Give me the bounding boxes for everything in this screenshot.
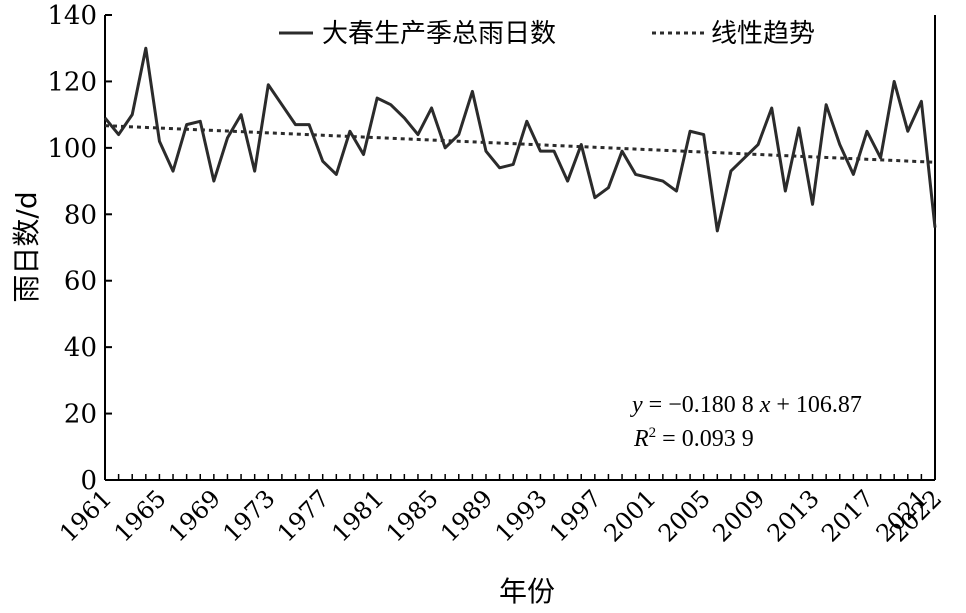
x-tick-label: 1989 bbox=[435, 484, 498, 547]
y-axis-ticks: 0 20 40 60 80 100 120 140 bbox=[47, 1, 112, 496]
regression-equation: y = −0.180 8 x + 106.87 bbox=[630, 392, 862, 418]
y-axis-title: 雨日数/d bbox=[10, 191, 43, 302]
x-tick-label: 2001 bbox=[599, 484, 662, 547]
y-tick-label: 20 bbox=[64, 400, 97, 430]
x-tick-label: 1965 bbox=[109, 484, 172, 547]
r2-var: R bbox=[633, 426, 649, 452]
x-tick-label: 1977 bbox=[272, 484, 335, 547]
x-tick-label: 1985 bbox=[381, 484, 444, 547]
x-tick-label: 1993 bbox=[490, 484, 553, 547]
x-tick-label: 1969 bbox=[163, 484, 226, 547]
x-tick-label: 2005 bbox=[653, 484, 716, 547]
y-tick-label: 140 bbox=[47, 1, 97, 31]
y-tick-label: 60 bbox=[64, 267, 97, 297]
eq-var-x: x bbox=[759, 392, 771, 418]
eq-middle: = −0.180 8 bbox=[643, 392, 760, 418]
plot-frame bbox=[104, 15, 936, 481]
legend-label-series: 大春生产季总雨日数 bbox=[322, 19, 556, 49]
x-tick-label: 2017 bbox=[816, 484, 879, 547]
x-axis-title: 年份 bbox=[499, 575, 555, 608]
y-tick-label: 120 bbox=[47, 67, 97, 97]
eq-var-y: y bbox=[630, 392, 643, 418]
series-line-rainy-days bbox=[103, 46, 937, 233]
y-tick-label: 80 bbox=[64, 200, 97, 230]
legend: 大春生产季总雨日数 线性趋势 bbox=[279, 19, 815, 49]
y-tick-label: 0 bbox=[80, 466, 97, 496]
x-tick-label: 1981 bbox=[326, 484, 389, 547]
x-tick-label: 1973 bbox=[218, 484, 281, 547]
x-tick-label: 1997 bbox=[544, 484, 607, 547]
eq-tail: + 106.87 bbox=[770, 392, 862, 418]
r-squared-label: R2 = 0.093 9 bbox=[633, 425, 754, 452]
r2-sup: 2 bbox=[649, 425, 657, 441]
x-axis-ticks: 1961196519691973197719811985198919931997… bbox=[54, 474, 947, 547]
y-tick-label: 100 bbox=[47, 134, 97, 164]
x-tick-label: 2013 bbox=[762, 484, 825, 547]
trend-line bbox=[104, 124, 936, 164]
y-tick-label: 40 bbox=[64, 333, 97, 363]
legend-label-trend: 线性趋势 bbox=[711, 19, 815, 49]
r2-tail: = 0.093 9 bbox=[656, 426, 754, 452]
x-tick-label: 2009 bbox=[707, 484, 770, 547]
